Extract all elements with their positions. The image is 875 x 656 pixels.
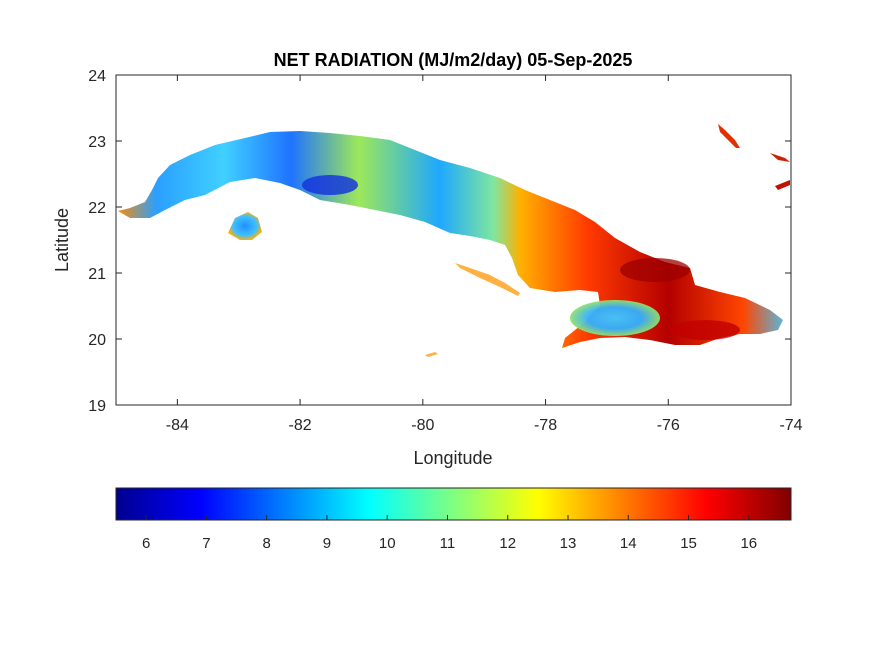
colorbar-tick-label: 16 — [740, 535, 757, 552]
colorbar-tick-label: 13 — [560, 535, 577, 552]
map-title: NET RADIATION (MJ/m2/day) 05-Sep-2025 — [274, 50, 633, 70]
cuba-main-island — [118, 131, 783, 348]
x-tick-label: -76 — [657, 417, 680, 434]
colorbar-tick-label: 15 — [680, 535, 697, 552]
southern-cays — [455, 263, 520, 296]
plot-area — [115, 74, 792, 406]
y-tick-label: 20 — [88, 332, 106, 349]
x-tick-label: -74 — [779, 417, 802, 434]
x-tick-label: -84 — [166, 417, 189, 434]
colorbar-tick-label: 11 — [440, 535, 456, 552]
colorbar-tick-label: 12 — [499, 535, 516, 552]
colorbar-tick-label: 7 — [202, 535, 210, 552]
y-tick-label: 22 — [88, 200, 106, 217]
low-radiation-patch-zapata — [302, 175, 358, 195]
colorbar-tick-label: 8 — [262, 535, 270, 552]
colorbar-tick-label: 6 — [142, 535, 150, 552]
x-tick-label: -78 — [534, 417, 557, 434]
northeast-cay-1 — [718, 124, 740, 148]
northeast-cay-3 — [775, 180, 790, 190]
y-axis: 19 20 21 22 23 24 — [88, 68, 791, 415]
high-radiation-patch-santiago — [670, 320, 740, 340]
colorbar-tick-label: 9 — [323, 535, 331, 552]
y-tick-label: 21 — [88, 266, 106, 283]
x-axis-label: Longitude — [413, 448, 492, 468]
x-axis: -84 -82 -80 -78 -76 -74 — [166, 75, 803, 434]
colorbar-tick-label: 10 — [379, 535, 396, 552]
colorbar-ticks: 6 7 8 9 10 11 12 13 14 15 16 — [142, 515, 757, 552]
high-radiation-patch-holguin — [620, 258, 690, 282]
isla-de-la-juventud — [228, 212, 262, 240]
y-tick-label: 19 — [88, 398, 106, 415]
small-cay-south — [425, 352, 438, 357]
northeast-cay-2 — [770, 153, 790, 162]
x-tick-label: -80 — [411, 417, 434, 434]
colorbar-tick-label: 14 — [620, 535, 637, 552]
y-axis-label: Latitude — [52, 208, 72, 272]
y-tick-label: 24 — [88, 68, 106, 85]
low-radiation-patch-granma — [570, 300, 660, 336]
cuba-raster — [118, 124, 790, 357]
x-tick-label: -82 — [289, 417, 312, 434]
y-tick-label: 23 — [88, 134, 106, 151]
colorbar — [115, 487, 792, 521]
